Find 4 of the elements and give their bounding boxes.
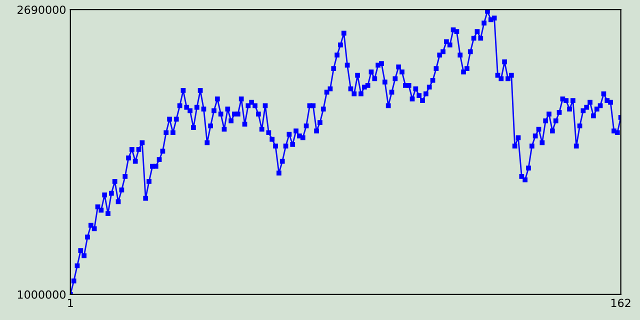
x-tick-label: 1 (68, 298, 73, 308)
y-tick-label: 1000000 (18, 290, 66, 299)
y-tick-label: 2690000 (18, 6, 66, 14)
x-tick-label: 162 (611, 298, 630, 308)
